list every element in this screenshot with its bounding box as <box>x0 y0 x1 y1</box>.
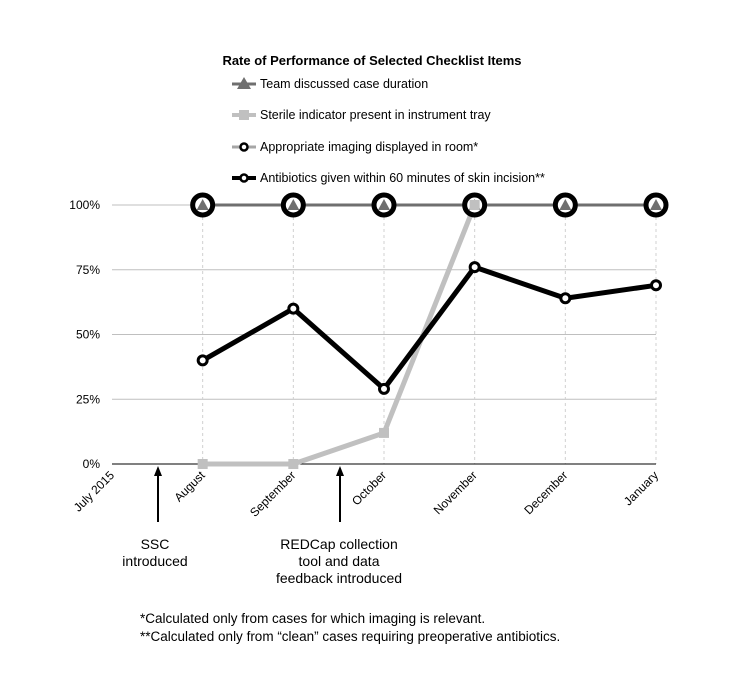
x-tick-label: November <box>431 468 480 517</box>
y-tick-label: 0% <box>83 457 101 471</box>
marker-antibiotics <box>196 354 209 367</box>
marker-antibiotics <box>559 292 572 305</box>
legend-marker <box>239 110 249 120</box>
marker-sterile <box>288 459 299 469</box>
gridlines <box>112 204 657 464</box>
footnotes: *Calculated only from cases for which im… <box>140 611 560 644</box>
annotation-ssc-line: introduced <box>122 553 187 569</box>
marker-antibiotics <box>650 279 662 292</box>
legend-label: Team discussed case duration <box>260 77 428 91</box>
x-tick-label: August <box>171 468 208 505</box>
legend-marker <box>239 173 249 183</box>
chart-title: Rate of Performance of Selected Checklis… <box>222 53 521 68</box>
marker-antibiotics <box>378 382 390 395</box>
marker-team <box>196 199 209 210</box>
annotation-redcap-line: feedback introduced <box>276 570 402 586</box>
annotation-arrowhead <box>154 466 162 476</box>
series-layer <box>190 192 669 469</box>
legend-marker <box>239 142 249 152</box>
marker-sterile <box>379 427 389 438</box>
marker-team <box>650 199 662 210</box>
footnote: *Calculated only from cases for which im… <box>140 611 485 626</box>
series-line-3 <box>201 264 657 392</box>
x-tick-label: January <box>621 468 661 508</box>
y-tick-label: 100% <box>69 198 100 212</box>
marker-team <box>559 199 572 210</box>
footnote: **Calculated only from “clean” cases req… <box>140 629 560 644</box>
annotation-ssc-line: SSC <box>141 536 170 552</box>
x-tick-label: September <box>247 468 298 519</box>
marker-team <box>378 199 390 210</box>
marker-team <box>287 199 300 210</box>
y-tick-label: 75% <box>76 263 100 277</box>
marker-antibiotics <box>468 261 481 274</box>
marker-antibiotics <box>287 302 300 315</box>
legend-label: Sterile indicator present in instrument … <box>260 108 491 122</box>
legend-label: Antibiotics given within 60 minutes of s… <box>260 171 545 185</box>
legend: Team discussed case duration Sterile indi… <box>232 77 545 185</box>
legend-marker <box>237 77 251 89</box>
marker-sterile <box>197 459 208 469</box>
x-tick-label: December <box>521 468 570 517</box>
y-tick-label: 50% <box>76 328 100 342</box>
legend-label: Appropriate imaging displayed in room* <box>260 140 478 154</box>
annotation-redcap-line: REDCap collection <box>280 536 398 552</box>
series-line-1 <box>202 204 477 467</box>
annotation-redcap-line: tool and data <box>299 553 380 569</box>
x-tick-label: October <box>349 468 389 508</box>
marker-sterile <box>469 200 480 210</box>
x-tick-label: July 2015 <box>71 468 117 514</box>
annotation-arrowhead <box>336 466 344 476</box>
y-tick-label: 25% <box>76 392 100 406</box>
